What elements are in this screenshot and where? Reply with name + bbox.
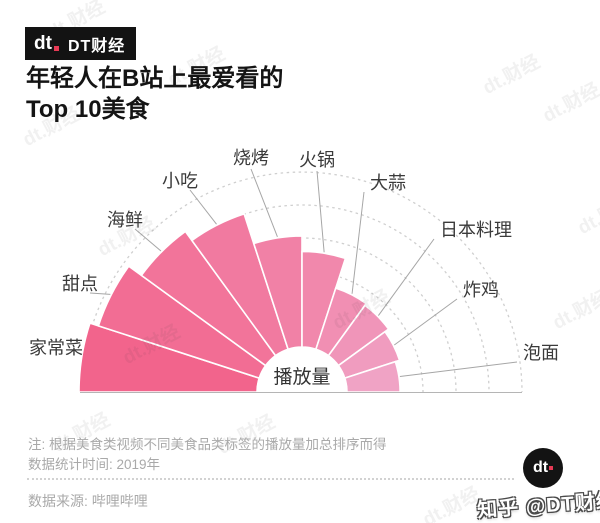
- label-leader-line: [351, 191, 365, 294]
- chart-category-label: 家常菜: [29, 338, 83, 358]
- chart-category-label: 日本料理: [440, 220, 512, 240]
- dotted-divider: [27, 478, 514, 480]
- logo-dot-icon: [549, 465, 554, 470]
- note-line-2: 数据统计时间: 2019年: [28, 457, 161, 472]
- title-line-2: Top 10美食: [26, 96, 150, 123]
- chart-category-label: 甜点: [62, 274, 98, 294]
- chart-category-label: 烧烤: [233, 148, 269, 168]
- logo-dot-icon: [53, 46, 59, 51]
- chart-category-label: 火锅: [299, 150, 335, 170]
- grid-arc: [81, 171, 523, 393]
- label-leader-line: [89, 292, 111, 295]
- label-leader-line: [399, 361, 518, 377]
- chart-category-label: 海鲜: [107, 210, 143, 230]
- label-leader-line: [316, 170, 325, 253]
- chart-category-label: 大蒜: [370, 173, 406, 193]
- title-line-1: 年轻人在B站上最爱看的: [26, 65, 284, 92]
- dt-logo-icon: dt: [34, 34, 59, 53]
- label-leader-line: [134, 228, 162, 252]
- chart-center-label: 播放量: [273, 366, 330, 388]
- label-leader-line: [393, 298, 458, 346]
- data-source: 数据来源: 哔哩哔哩: [28, 493, 148, 509]
- dt-logo-circle: dt: [523, 448, 563, 488]
- chart-category-label: 炸鸡: [463, 280, 499, 300]
- chart-category-label: 泡面: [523, 343, 559, 363]
- label-leader-line: [189, 189, 217, 225]
- note-line-1: 注: 根据美食类视频不同美食品类标签的播放量加总排序而得: [28, 437, 387, 452]
- dt-logo-badge: dt DT财经: [25, 27, 137, 60]
- brand-name: DT财经: [67, 37, 126, 55]
- chart-category-label: 小吃: [162, 171, 198, 191]
- page-title: 年轻人在B站上最爱看的 Top 10美食: [26, 63, 283, 125]
- label-leader-line: [377, 238, 435, 316]
- label-leader-line: [250, 168, 278, 238]
